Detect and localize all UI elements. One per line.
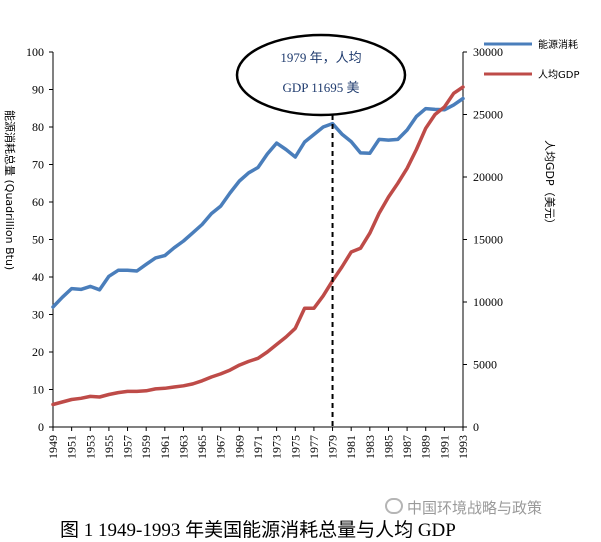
left-axis-title: 能源消耗总量 (Quadrillion Btu) — [3, 110, 17, 270]
x-tick-label: 1979 — [326, 435, 340, 459]
right-y-tick-label: 0 — [473, 420, 479, 434]
left-y-tick-label: 80 — [32, 120, 44, 134]
x-tick-label: 1949 — [46, 435, 60, 459]
left-y-tick-label: 70 — [32, 158, 44, 172]
legend-label-gdp: 人均GDP — [538, 69, 579, 81]
left-y-tick-label: 10 — [32, 383, 44, 397]
energy-consumption-line — [51, 96, 465, 309]
x-tick-label: 1967 — [214, 435, 228, 459]
x-tick-label: 1959 — [139, 435, 153, 459]
left-y-tick-label: 40 — [32, 270, 44, 284]
x-tick-label: 1951 — [65, 435, 79, 459]
x-tick-label: 1977 — [307, 435, 321, 459]
x-tick-label: 1993 — [456, 435, 470, 459]
callout-line-2: GDP 11695 美 — [282, 80, 359, 95]
right-axis-title: 人均GDP（美元） — [543, 140, 556, 230]
callout-ellipse — [235, 33, 407, 117]
right-y-ticks: 0 5000 10000 15000 20000 25000 30000 — [463, 45, 503, 434]
left-y-tick-label: 30 — [32, 308, 44, 322]
x-tick-label: 1953 — [83, 435, 97, 459]
x-tick-label: 1987 — [400, 435, 414, 459]
x-tick-label: 1963 — [176, 435, 190, 459]
x-tick-label: 1969 — [232, 435, 246, 459]
x-tick-label: 1971 — [251, 435, 265, 459]
x-tick-label: 1965 — [195, 435, 209, 459]
legend-label-energy: 能源消耗 — [538, 38, 578, 51]
x-tick-label: 1961 — [158, 435, 172, 459]
left-y-tick-label: 0 — [38, 420, 44, 434]
x-tick-label: 1985 — [381, 435, 395, 459]
x-tick-label: 1957 — [121, 435, 135, 459]
watermark-text: 中国环境战略与政策 — [407, 499, 543, 517]
left-y-tick-label: 20 — [32, 345, 44, 359]
legend: 能源消耗 人均GDP — [484, 38, 579, 81]
x-tick-label: 1981 — [344, 435, 358, 459]
right-y-tick-label: 30000 — [473, 45, 503, 59]
x-tick-label: 1973 — [270, 435, 284, 459]
left-y-ticks: 0 10 20 30 40 50 60 70 80 90 100 — [26, 45, 53, 434]
left-y-tick-label: 90 — [32, 83, 44, 97]
axes — [52, 52, 464, 428]
left-y-tick-label: 60 — [32, 195, 44, 209]
series-lines — [51, 85, 465, 407]
right-y-tick-label: 25000 — [473, 108, 503, 122]
figure-caption: 图 1 1949-1993 年美国能源消耗总量与人均 GDP — [60, 520, 456, 541]
callout-line-1: 1979 年，人均 — [280, 50, 361, 65]
x-tick-label: 1991 — [437, 435, 451, 459]
right-y-tick-label: 10000 — [473, 295, 503, 309]
x-tick-label: 1955 — [102, 435, 116, 459]
x-tick-label: 1983 — [363, 435, 377, 459]
gdp-per-capita-line — [51, 85, 465, 407]
right-y-tick-label: 15000 — [473, 233, 503, 247]
right-y-tick-label: 20000 — [473, 170, 503, 184]
watermark: 中国环境战略与政策 — [385, 497, 542, 518]
callout: 1979 年，人均 GDP 11695 美 — [235, 33, 407, 117]
x-tick-label: 1975 — [288, 435, 302, 459]
wechat-icon — [385, 498, 403, 514]
right-y-tick-label: 5000 — [473, 358, 497, 372]
left-y-tick-label: 100 — [26, 45, 44, 59]
x-tick-label: 1989 — [419, 435, 433, 459]
left-y-tick-label: 50 — [32, 233, 44, 247]
x-ticks: 1949 1951 1953 1955 1957 1959 1961 1963 1965 1967… — [46, 427, 470, 459]
